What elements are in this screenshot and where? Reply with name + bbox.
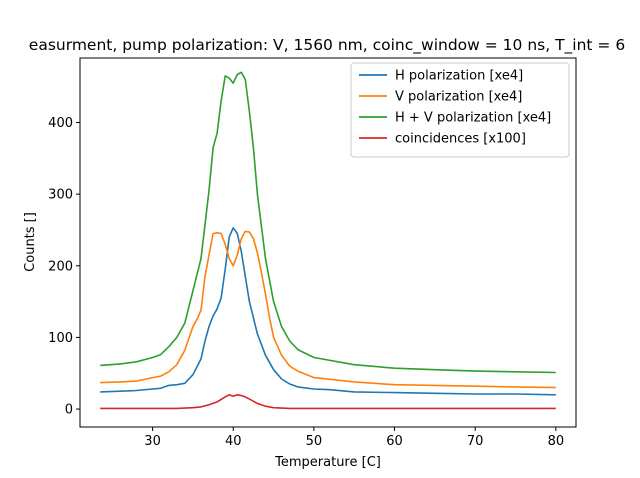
x-tick-label: 50 (306, 434, 323, 449)
legend-label: V polarization [xe4] (395, 90, 522, 105)
series-line-4 (100, 393, 556, 410)
y-tick-label: 200 (48, 259, 73, 274)
y-axis-label: Counts [] (23, 212, 38, 272)
legend-box (350, 62, 570, 158)
x-tick-label: 80 (548, 434, 565, 449)
x-tick-label: 40 (225, 434, 242, 449)
y-tick-label: 300 (48, 188, 73, 203)
series-line-2 (100, 230, 556, 389)
legend-label: H polarization [xe4] (395, 69, 523, 84)
x-tick-label: 70 (467, 434, 484, 449)
x-tick-label: 30 (144, 434, 161, 449)
plot-lines (100, 71, 556, 410)
series-line-1 (100, 227, 556, 396)
y-tick-label: 400 (48, 116, 73, 131)
legend: H polarization [xe4] V polarization [xe4]… (350, 62, 570, 158)
y-axis: 0 100 200 300 400 (48, 116, 80, 418)
x-axis-label: Temperature [C] (274, 455, 381, 470)
x-tick-label: 60 (386, 434, 403, 449)
x-axis: 30 40 50 60 70 80 (144, 427, 564, 449)
series-line-3 (100, 71, 556, 374)
legend-label: coincidences [x100] (395, 132, 526, 147)
chart-title: easurment, pump polarization: V, 1560 nm… (29, 36, 625, 55)
y-tick-label: 0 (65, 403, 73, 418)
y-tick-label: 100 (48, 331, 73, 346)
plot-frame (79, 57, 577, 428)
legend-label: H + V polarization [xe4] (395, 111, 551, 126)
